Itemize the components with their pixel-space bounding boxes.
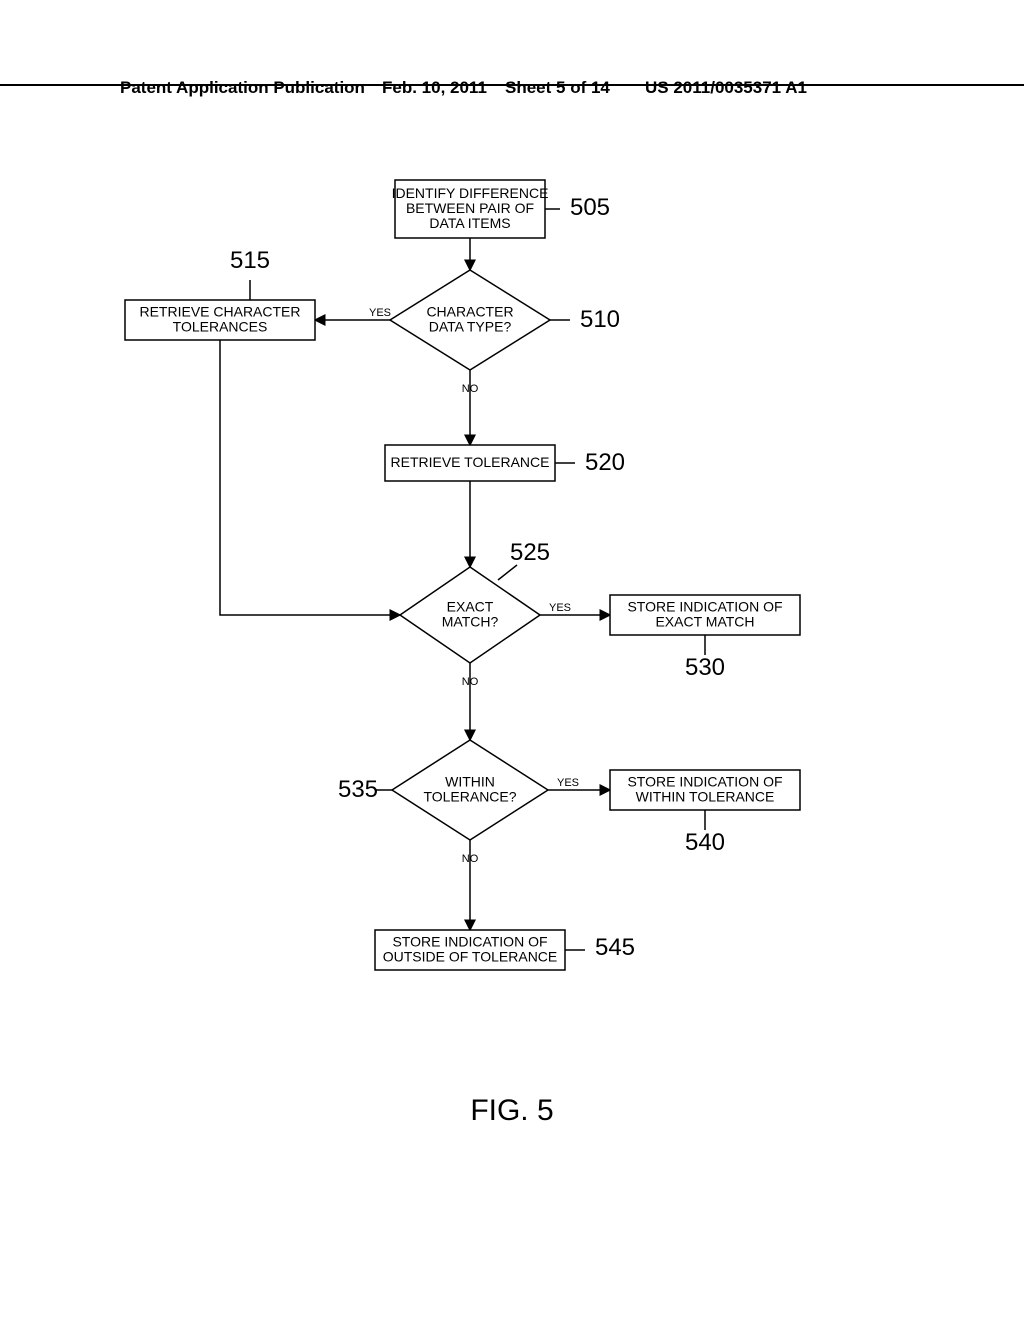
ref-545: 545 <box>595 934 635 961</box>
node-n535: WITHINTOLERANCE? 535 <box>338 740 548 840</box>
svg-text:STORE INDICATION OF: STORE INDICATION OF <box>627 774 782 790</box>
ref-525: 525 <box>510 539 550 566</box>
ref-520: 520 <box>585 449 625 476</box>
edge-label-6: NO <box>462 676 479 688</box>
edge-label-7: YES <box>557 777 579 789</box>
svg-text:WITHIN TOLERANCE: WITHIN TOLERANCE <box>636 789 775 805</box>
edge-label-1: YES <box>369 307 391 319</box>
svg-text:CHARACTER: CHARACTER <box>426 304 513 320</box>
svg-text:STORE INDICATION OF: STORE INDICATION OF <box>627 599 782 615</box>
ref-505: 505 <box>570 194 610 221</box>
svg-text:STORE INDICATION OF: STORE INDICATION OF <box>392 934 547 950</box>
svg-text:TOLERANCES: TOLERANCES <box>173 319 268 335</box>
node-n525: EXACTMATCH? 525 <box>400 539 550 663</box>
ref-515: 515 <box>230 247 270 274</box>
node-n510: CHARACTERDATA TYPE? 510 <box>390 270 620 370</box>
svg-text:BETWEEN PAIR OF: BETWEEN PAIR OF <box>406 200 534 216</box>
svg-text:TOLERANCE?: TOLERANCE? <box>423 789 516 805</box>
svg-text:MATCH?: MATCH? <box>442 614 499 630</box>
svg-text:EXACT MATCH: EXACT MATCH <box>655 614 754 630</box>
node-n520: RETRIEVE TOLERANCE 520 <box>385 445 625 481</box>
edge-label-5: YES <box>549 602 571 614</box>
svg-text:WITHIN: WITHIN <box>445 774 495 790</box>
svg-text:DATA ITEMS: DATA ITEMS <box>429 215 510 231</box>
svg-text:RETRIEVE TOLERANCE: RETRIEVE TOLERANCE <box>391 454 550 470</box>
svg-text:IDENTIFY DIFFERENCE: IDENTIFY DIFFERENCE <box>392 185 549 201</box>
edge-label-2: NO <box>462 383 479 395</box>
ref-510: 510 <box>580 306 620 333</box>
svg-text:RETRIEVE CHARACTER: RETRIEVE CHARACTER <box>139 304 300 320</box>
edge-label-8: NO <box>462 853 479 865</box>
edge-4 <box>220 340 400 615</box>
ref-535: 535 <box>338 776 378 803</box>
svg-text:EXACT: EXACT <box>447 599 494 615</box>
svg-text:DATA TYPE?: DATA TYPE? <box>429 319 512 335</box>
node-n545: STORE INDICATION OFOUTSIDE OF TOLERANCE 5… <box>375 930 635 970</box>
ref-540: 540 <box>685 829 725 856</box>
node-n530: STORE INDICATION OFEXACT MATCH 530 <box>610 595 800 681</box>
node-n505: IDENTIFY DIFFERENCEBETWEEN PAIR OFDATA I… <box>392 180 610 238</box>
figure-label: FIG. 5 <box>470 1094 553 1127</box>
ref-530: 530 <box>685 654 725 681</box>
flowchart-svg: YES NO YES NO YES NO IDENTIFY DIFFERENCEBETWE… <box>0 0 1024 1320</box>
svg-text:OUTSIDE OF TOLERANCE: OUTSIDE OF TOLERANCE <box>383 949 558 965</box>
node-n515: RETRIEVE CHARACTERTOLERANCES 515 <box>125 247 315 340</box>
node-n540: STORE INDICATION OFWITHIN TOLERANCE 540 <box>610 770 800 856</box>
